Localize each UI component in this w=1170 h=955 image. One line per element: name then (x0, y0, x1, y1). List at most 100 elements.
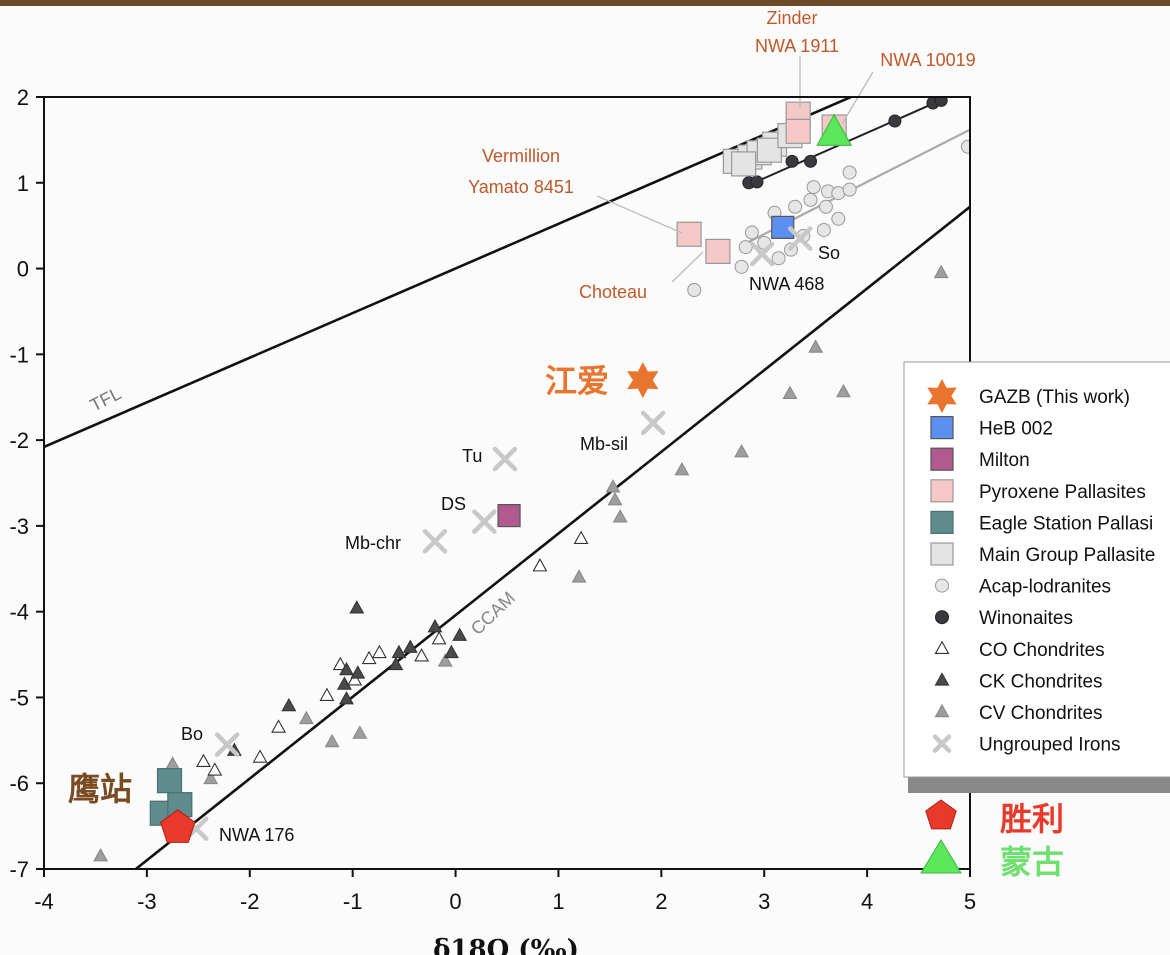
point-ungrouped-irons-6 (749, 241, 775, 267)
x-tick-label: -2 (240, 889, 260, 914)
legend-label: Acap-lodranites (979, 577, 1111, 598)
point-ck-chondrites-12 (350, 665, 366, 679)
point-co-chondrites-11 (532, 558, 548, 572)
x-tick-label: 1 (552, 889, 564, 914)
annotation-label: NWA 176 (219, 825, 294, 845)
point-winonaites-6 (934, 97, 948, 107)
x-stroke-b (492, 446, 518, 472)
point-ungrouped-irons-0 (214, 732, 240, 757)
point-co-chondrites-4 (319, 687, 335, 701)
y-tick-label: -7 (9, 857, 29, 882)
point-co-chondrites-12 (573, 530, 589, 544)
point-co-chondrites-0 (196, 753, 211, 768)
x-stroke-b (422, 529, 448, 554)
annotation-label: DS (441, 494, 466, 514)
point-acap-lodranites-18 (960, 139, 970, 154)
y-tick-label: 1 (17, 171, 29, 196)
point-acap-lodranites-6 (788, 199, 803, 214)
point-winonaites-3 (804, 154, 818, 168)
point-winonaites-2 (785, 154, 799, 168)
point-co-chondrites-8 (371, 644, 387, 659)
point-acap-lodranites-1 (734, 259, 749, 274)
legend-label: CO Chondrites (979, 640, 1105, 661)
point-cv-chondrites-3 (324, 733, 340, 748)
point-acap-lodranites-13 (831, 211, 846, 226)
open-circle-icon (935, 578, 949, 593)
legend-label: CK Chondrites (979, 671, 1103, 692)
legend-label: HeB 002 (979, 419, 1053, 440)
point-cv-chondrites-12 (782, 385, 798, 400)
point-main-group-pallasites-6 (731, 151, 757, 177)
x-stroke-b (932, 734, 952, 753)
point-menggu-0 (816, 113, 853, 146)
point-cv-chondrites-15 (933, 264, 949, 279)
x-tick-label: -3 (137, 889, 157, 914)
point-cv-chondrites-2 (298, 710, 314, 725)
y-tick-label: -3 (9, 514, 29, 539)
point-co-chondrites-3 (271, 719, 287, 733)
point-co-chondrites-1 (207, 762, 223, 776)
x-tick-label: 0 (449, 889, 461, 914)
point-acap-lodranites-19 (818, 199, 833, 214)
point-cv-chondrites-7 (605, 479, 621, 493)
point-cv-chondrites-0 (165, 756, 181, 770)
x-tick-label: 2 (655, 889, 667, 914)
legend-shadow (908, 777, 1170, 793)
point-gazb-this-work-0 (627, 362, 659, 399)
point-acap-lodranites-3 (744, 225, 759, 240)
annotation-yingzhan: 鹰站 (68, 770, 132, 808)
x-tick-label: -4 (34, 889, 54, 914)
point-pyroxene-pallasites-3 (785, 118, 811, 144)
point-ck-chondrites-7 (391, 644, 407, 659)
annotation-label: NWA 10019 (880, 50, 975, 70)
x-stroke-b (214, 732, 240, 757)
point-acap-lodranites-12 (842, 165, 857, 180)
point-cv-chondrites-8 (607, 492, 623, 506)
annotation-label: NWA 468 (749, 274, 824, 294)
y-tick-label: -2 (9, 428, 29, 453)
legend-label: Pyroxene Pallasites (979, 482, 1146, 503)
point-ck-chondrites-6 (388, 656, 404, 671)
legend-label: Eagle Station Pallasi (979, 513, 1153, 534)
annotation-tfl: TFL (87, 383, 125, 415)
annotation-label: Tu (462, 446, 482, 466)
x-icon (932, 734, 952, 753)
point-ck-chondrites-2 (339, 691, 354, 705)
y-tick-label: -1 (9, 342, 29, 367)
legend-label: GAZB (This work) (979, 387, 1130, 408)
point-acap-lodranites-17 (771, 251, 786, 266)
point-ungrouped-irons-4 (492, 446, 518, 472)
annotation-label: Bo (181, 724, 203, 744)
point-pyroxene-pallasites-0 (676, 221, 702, 247)
leader-line (596, 195, 683, 234)
point-ck-chondrites-11 (452, 627, 468, 641)
point-ck-chondrites-8 (402, 639, 418, 653)
point-cv-chondrites-16 (93, 847, 109, 862)
point-heb-002-0 (771, 215, 795, 239)
point-acap-lodranites-14 (816, 222, 831, 237)
point-cv-chondrites-10 (674, 461, 690, 476)
y-tick-label: -5 (9, 685, 29, 710)
point-acap-lodranites-7 (803, 192, 818, 207)
legend-label: Milton (979, 450, 1030, 471)
green-triangle-icon (920, 839, 962, 874)
annotation-label: Vermillion (482, 146, 560, 166)
point-ck-chondrites-1 (281, 697, 297, 712)
annotation-label: NWA 1911 (755, 36, 839, 56)
annotations: Zinder NWA 1911 NWA 10019 Vermillion Yamato … (68, 8, 976, 845)
point-acap-lodranites-2 (738, 240, 753, 255)
pink-square-icon (930, 479, 954, 503)
legend-label: Winonaites (979, 608, 1073, 629)
open-triangle-icon (934, 640, 950, 655)
legend: GAZB (This work) HeB 002 Milton Pyroxene Pa… (903, 361, 1170, 881)
annotation-label: Zinder (766, 8, 817, 28)
reference-line-ccam (133, 205, 970, 869)
data-points (93, 97, 970, 862)
annotation-ccam: CCAM (467, 588, 519, 639)
point-cv-chondrites-5 (437, 653, 453, 667)
annotation-label: So (818, 243, 840, 263)
legend-label: CV Chondrites (979, 703, 1103, 724)
axes: -4 -3 -2 -1 0 1 2 3 4 5 2 1 0 -1 -2 -3 -4 -5 -6 -7 δ18O (‰) (9, 85, 976, 955)
